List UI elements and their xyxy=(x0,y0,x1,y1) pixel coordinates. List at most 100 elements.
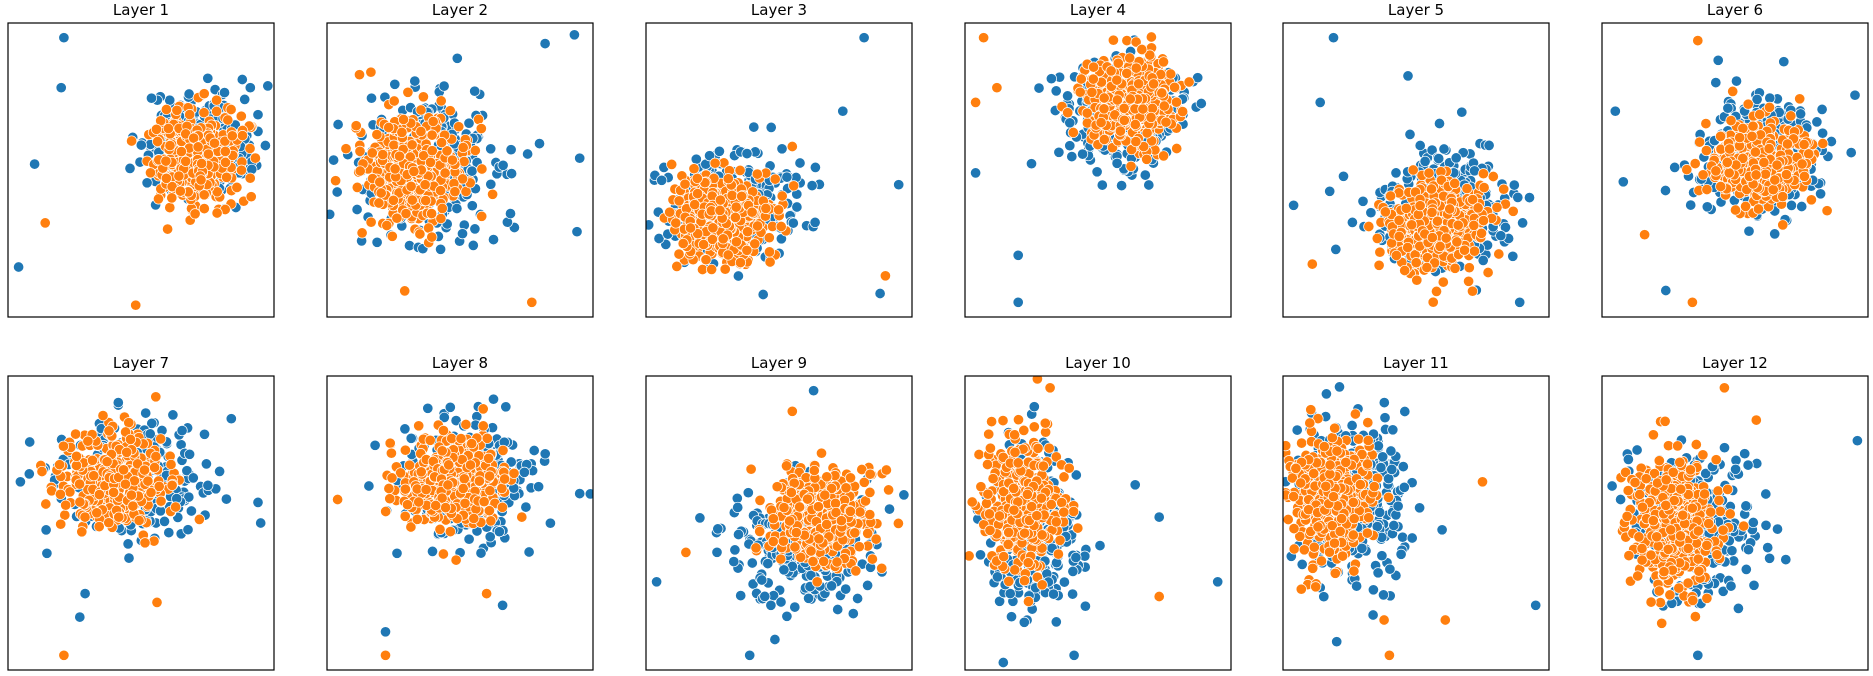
scatter-point-orange xyxy=(1752,203,1765,215)
scatter-point-blue xyxy=(1796,200,1808,213)
scatter-point-blue xyxy=(214,465,226,477)
scatter-point-orange xyxy=(726,189,738,201)
scatter-point-orange xyxy=(387,194,399,206)
scatter-point-orange xyxy=(664,206,676,218)
scatter-point-orange xyxy=(435,185,447,197)
scatter-point-orange xyxy=(1129,118,1141,131)
scatter-point-orange xyxy=(415,125,427,138)
scatter-point-blue xyxy=(181,465,193,477)
scatter-point-orange xyxy=(673,248,685,260)
scatter-point-blue xyxy=(781,171,793,183)
scatter-point-orange xyxy=(1466,285,1479,297)
scatter-point-blue xyxy=(14,476,26,488)
scatter-point-orange xyxy=(1183,76,1195,88)
scatter-point-blue xyxy=(467,239,479,251)
scatter-point-blue xyxy=(124,162,136,174)
scatter-point-blue xyxy=(435,243,447,255)
scatter-point-orange xyxy=(1721,156,1733,168)
scatter-point-blue xyxy=(1743,225,1755,237)
scatter-point-blue xyxy=(176,425,188,437)
scatter-point-orange xyxy=(424,156,437,168)
scatter-point-orange xyxy=(1145,31,1157,43)
scatter-point-blue xyxy=(163,527,175,539)
scatter-point-orange xyxy=(420,195,432,207)
scatter-point-blue xyxy=(1053,146,1065,158)
scatter-point-blue xyxy=(218,87,231,99)
scatter-point-orange xyxy=(375,187,387,199)
outlier-point xyxy=(1692,35,1704,47)
scatter-point-orange xyxy=(1798,170,1810,182)
scatter-point-orange xyxy=(487,188,499,200)
scatter-point-blue xyxy=(1710,77,1722,89)
scatter-point-blue xyxy=(1438,143,1450,155)
scatter-point-orange xyxy=(397,113,410,126)
scatter-point-orange xyxy=(458,156,470,168)
scatter-point-orange xyxy=(1715,180,1727,193)
scatter-point-blue xyxy=(1517,217,1529,229)
scatter-point-orange xyxy=(1724,143,1736,155)
scatter-point-orange xyxy=(211,207,223,219)
scatter-point-orange xyxy=(1477,215,1490,227)
scatter-point-blue xyxy=(456,228,469,240)
scatter-point-orange xyxy=(1170,96,1183,108)
scatter-point-orange xyxy=(198,189,210,201)
scatter-point-blue xyxy=(1845,147,1857,159)
scatter-point-blue xyxy=(1025,158,1038,170)
outlier-point xyxy=(1609,105,1621,117)
scatter-point-orange xyxy=(208,137,221,149)
scatter-point-orange xyxy=(166,192,178,204)
scatter-point-orange xyxy=(402,86,414,98)
scatter-point-orange xyxy=(1125,160,1137,172)
scatter-point-blue xyxy=(469,85,481,97)
scatter-point-blue xyxy=(236,73,248,86)
scatter-point-orange xyxy=(386,230,398,242)
scatter-point-orange xyxy=(1379,206,1391,218)
scatter-point-blue xyxy=(713,145,725,157)
scatter-point-blue xyxy=(23,468,35,480)
scatter-point-orange xyxy=(198,107,210,119)
scatter-point-blue xyxy=(776,143,788,155)
scatter-point-orange xyxy=(1407,164,1419,176)
scatter-point-orange xyxy=(1067,126,1079,139)
scatter-point-orange xyxy=(414,228,426,240)
scatter-point-orange xyxy=(730,236,742,248)
scatter-point-orange xyxy=(1385,190,1397,202)
scatter-point-blue xyxy=(1426,144,1438,156)
scatter-point-blue xyxy=(1483,139,1495,151)
scatter-point-orange xyxy=(1681,164,1693,176)
scatter-point-orange xyxy=(1086,86,1098,98)
scatter-point-orange xyxy=(1075,73,1087,85)
point-layer xyxy=(1609,35,1861,308)
scatter-point-orange xyxy=(1157,56,1170,68)
scatter-point-orange xyxy=(749,238,761,250)
scatter-point-orange xyxy=(1729,204,1742,216)
outlier-point xyxy=(874,287,886,300)
scatter-point-blue xyxy=(1785,199,1798,211)
scatter-point-orange xyxy=(244,172,256,184)
scatter-point-blue xyxy=(187,472,199,484)
scatter-point-orange xyxy=(1426,206,1438,218)
scatter-point-blue xyxy=(1433,153,1445,165)
point-layer xyxy=(646,32,905,301)
scatter-point-orange xyxy=(709,157,721,169)
scatter-point-orange xyxy=(350,120,362,132)
scatter-point-orange xyxy=(405,180,417,192)
panel-layer-7: Layer 7 xyxy=(7,354,275,671)
scatter-point-blue xyxy=(438,80,450,92)
scatter-point-orange xyxy=(1803,148,1815,160)
scatter-point-orange xyxy=(354,145,366,157)
scatter-point-blue xyxy=(1433,117,1446,130)
scatter-point-orange xyxy=(746,206,758,218)
panel-frame xyxy=(645,22,913,318)
scatter-point-blue xyxy=(504,208,517,220)
scatter-point-orange xyxy=(164,140,176,152)
scatter-point-orange xyxy=(1475,227,1488,239)
scatter-point-blue xyxy=(1050,85,1062,97)
scatter-point-orange xyxy=(427,115,439,128)
scatter-point-orange xyxy=(1467,194,1479,206)
scatter-point-orange xyxy=(1121,67,1133,79)
scatter-point-orange xyxy=(1171,142,1183,155)
scatter-point-blue xyxy=(1414,139,1426,152)
scatter-point-orange xyxy=(1796,158,1808,170)
